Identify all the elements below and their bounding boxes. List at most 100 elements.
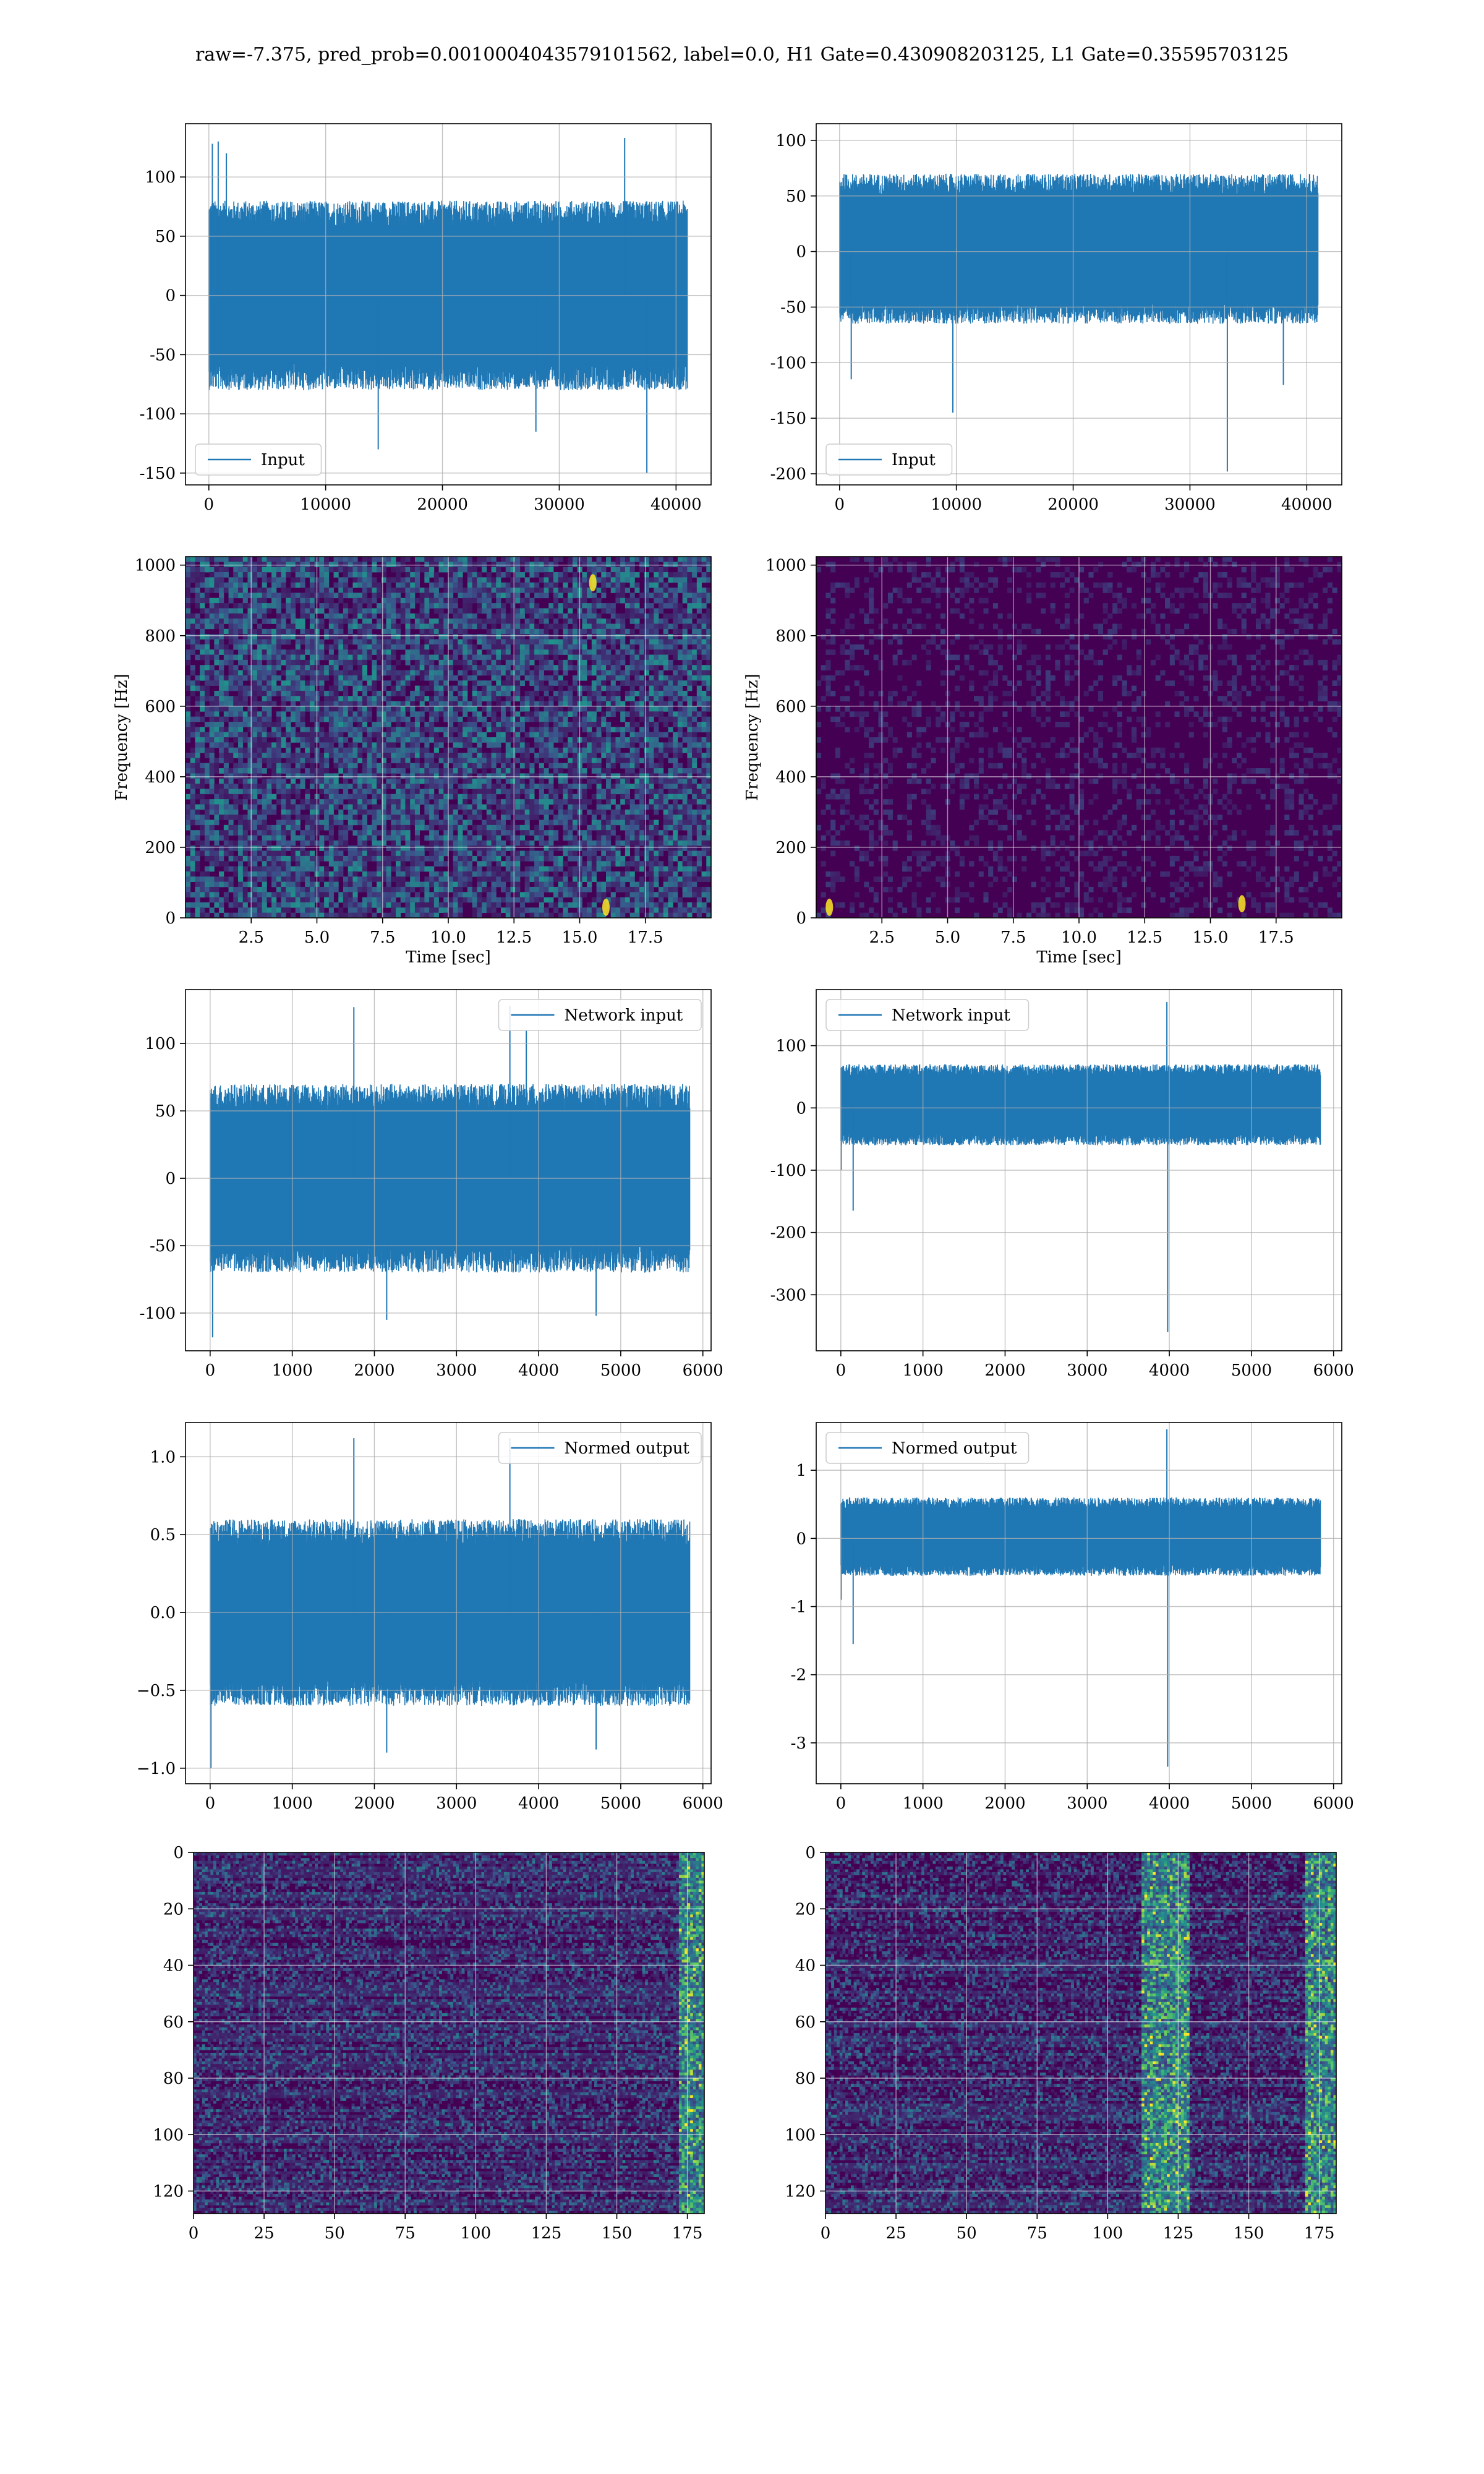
spectrogram-cell xyxy=(644,824,649,831)
spectrogram-cell xyxy=(563,742,568,748)
spectrogram-cell xyxy=(252,618,258,624)
spectrogram-cell xyxy=(195,634,200,640)
spectrogram-cell xyxy=(596,685,602,691)
spectrogram-cell xyxy=(410,582,416,588)
spectrogram-cell xyxy=(391,567,396,573)
spectrogram-cell xyxy=(328,742,334,748)
spectrogram-cell xyxy=(548,665,554,670)
spectrogram-cell xyxy=(548,758,554,764)
spectrogram-cell xyxy=(305,824,310,831)
spectrogram-cell xyxy=(663,593,668,599)
spectrogram-cell xyxy=(242,773,248,779)
spectrogram-cell xyxy=(696,690,702,696)
spectrogram-cell xyxy=(190,747,195,753)
spectrogram-cell xyxy=(291,824,296,831)
spectrogram-cell xyxy=(276,768,281,774)
y-tick-label: -150 xyxy=(770,409,806,428)
spectrogram-cell xyxy=(601,628,607,635)
spectrogram-cell xyxy=(477,562,482,568)
spectrogram-cell xyxy=(696,721,702,727)
spectrogram-cell xyxy=(400,742,406,748)
spectrogram-cell xyxy=(429,597,435,604)
spectrogram-cell xyxy=(424,784,430,789)
spectrogram-cell xyxy=(309,659,315,666)
spectrogram-cell xyxy=(629,634,635,640)
spectrogram-cell xyxy=(539,711,544,717)
spectrogram-cell xyxy=(396,659,401,666)
spectrogram-cell xyxy=(228,582,234,588)
spectrogram-cell xyxy=(486,824,492,831)
spectrogram-cell xyxy=(615,690,621,696)
spectrogram-cell xyxy=(553,588,559,593)
spectrogram-cell xyxy=(405,799,411,805)
spectrogram-cell xyxy=(606,557,612,562)
spectrogram-cell xyxy=(186,696,191,701)
spectrogram-cell xyxy=(501,763,506,769)
spectrogram-cell xyxy=(568,567,573,573)
spectrogram-cell xyxy=(529,597,535,604)
spectrogram-cell xyxy=(319,649,325,655)
spectrogram-cell xyxy=(529,623,535,630)
spectrogram-cell xyxy=(553,716,559,722)
spectrogram-cell xyxy=(262,711,267,717)
spectrogram-cell xyxy=(190,680,195,686)
spectrogram-cell xyxy=(338,742,344,748)
spectrogram-cell xyxy=(372,773,377,779)
spectrogram-cell xyxy=(295,654,301,661)
spectrogram-cell xyxy=(362,562,368,568)
spectrogram-cell xyxy=(610,696,616,701)
spectrogram-cell xyxy=(482,768,487,774)
spectrogram-cell xyxy=(654,597,659,604)
spectrogram-cell xyxy=(539,665,544,670)
spectrogram-cell xyxy=(505,597,511,604)
spectrogram-cell xyxy=(209,701,215,707)
spectrogram-cell xyxy=(610,639,616,645)
spectrogram-cell xyxy=(419,557,425,562)
spectrogram-cell xyxy=(281,639,286,645)
spectrogram-cell xyxy=(568,727,573,733)
spectrogram-cell xyxy=(677,742,683,748)
spectrogram-cell xyxy=(233,613,239,619)
spectrogram-cell xyxy=(654,582,659,588)
spectrogram-cell xyxy=(701,623,707,630)
spectrogram-cell xyxy=(625,778,631,784)
spectrogram-cell xyxy=(568,577,573,583)
spectrogram-cell xyxy=(472,711,477,717)
spectrogram-cell xyxy=(319,603,325,609)
spectrogram-cell xyxy=(238,675,244,681)
spectrogram-cell xyxy=(438,562,444,568)
spectrogram-cell xyxy=(262,603,267,609)
spectrogram-cell xyxy=(391,824,396,831)
spectrogram-cell xyxy=(195,685,200,691)
spectrogram-cell xyxy=(701,737,707,743)
spectrogram-cell xyxy=(295,685,301,691)
spectrogram-cell xyxy=(587,588,592,593)
spectrogram-cell xyxy=(568,654,573,661)
spectrogram-cell xyxy=(544,562,549,568)
spectrogram-cell xyxy=(281,778,286,784)
spectrogram-cell xyxy=(668,773,673,779)
spectrogram-cell xyxy=(606,696,612,701)
spectrogram-cell xyxy=(558,644,563,650)
spectrogram-cell xyxy=(300,706,305,712)
spectrogram-cell xyxy=(223,716,229,722)
spectrogram-cell xyxy=(309,711,315,717)
spectrogram-cell xyxy=(200,675,205,681)
spectrogram-cell xyxy=(405,603,411,609)
spectrogram-cell xyxy=(410,644,416,650)
spectrogram-cell xyxy=(357,778,363,784)
spectrogram-cell xyxy=(267,706,272,712)
spectrogram-cell xyxy=(706,690,711,696)
spectrogram-cell xyxy=(654,577,659,583)
spectrogram-cell xyxy=(338,815,344,820)
spectrogram-cell xyxy=(519,727,526,733)
spectrogram-cell xyxy=(238,670,244,676)
figure-suptitle: raw=-7.375, pred_prob=0.0010004043579101… xyxy=(195,44,1289,66)
spectrogram-cell xyxy=(472,758,477,764)
spectrogram-cell xyxy=(242,557,248,562)
spectrogram-cell xyxy=(501,644,506,650)
spectrogram-cell xyxy=(534,603,540,609)
spectrogram-cell xyxy=(596,613,602,619)
spectrogram-cell xyxy=(596,773,602,779)
spectrogram-cell xyxy=(338,701,344,707)
